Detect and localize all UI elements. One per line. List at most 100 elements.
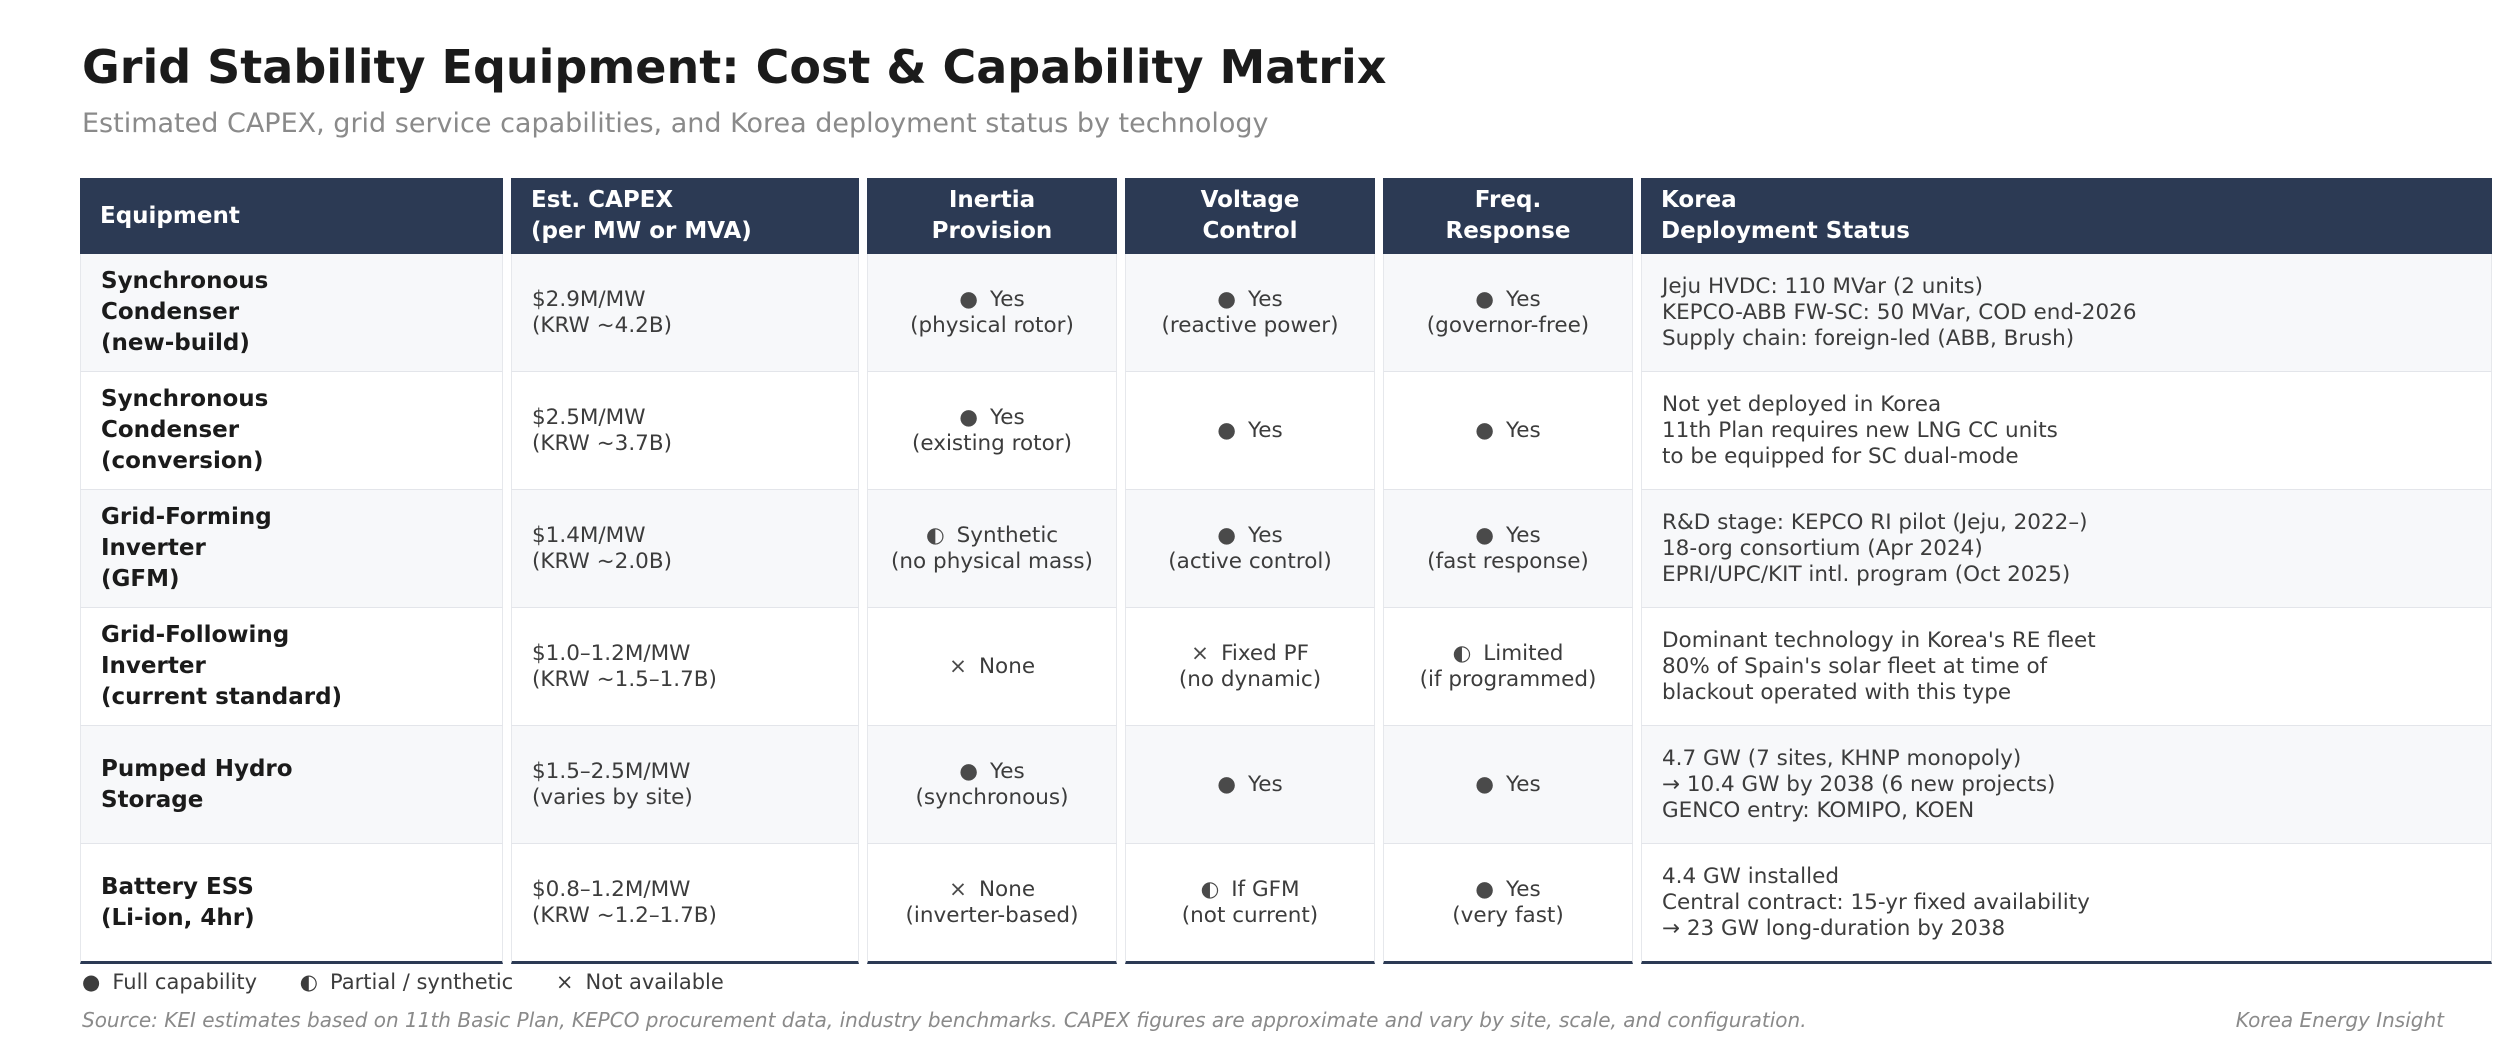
- capability-text: Yes (synchronous): [915, 758, 1069, 810]
- capex-cell: $1.5–2.5M/MW (varies by site): [511, 726, 859, 844]
- capability-text: Yes (existing rotor): [912, 404, 1072, 456]
- capability-text: Yes (fast response): [1427, 522, 1589, 574]
- inertia-cell: ◐ Synthetic (no physical mass): [867, 490, 1117, 608]
- equipment-cell: Grid-Following Inverter (current standar…: [80, 608, 503, 726]
- cross-icon: ×: [948, 653, 967, 679]
- full-circle-icon: ●: [1475, 522, 1495, 548]
- korea-status-cell: R&D stage: KEPCO RI pilot (Jeju, 2022–) …: [1641, 490, 2492, 608]
- capability-text: Limited (if programmed): [1419, 640, 1597, 692]
- legend-label: Not available: [585, 970, 724, 994]
- capability-text: Yes: [1506, 417, 1541, 443]
- voltage-cell: ◐ If GFM (not current): [1125, 844, 1375, 964]
- table-row: Grid-Following Inverter (current standar…: [80, 608, 2492, 726]
- table-row: Grid-Forming Inverter (GFM) $1.4M/MW (KRW…: [80, 490, 2492, 608]
- header-capex: Est. CAPEX (per MW or MVA): [511, 178, 859, 254]
- freq-cell: ● Yes: [1383, 372, 1633, 490]
- capex-cell: $1.0–1.2M/MW (KRW ~1.5–1.7B): [511, 608, 859, 726]
- full-circle-icon: ●: [1217, 286, 1237, 312]
- capability-text: Fixed PF (no dynamic): [1178, 640, 1322, 692]
- korea-status-cell: 4.7 GW (7 sites, KHNP monopoly) → 10.4 G…: [1641, 726, 2492, 844]
- freq-cell: ● Yes: [1383, 726, 1633, 844]
- capability-text: Yes (active control): [1168, 522, 1332, 574]
- equipment-cell: Synchronous Condenser (new-build): [80, 254, 503, 372]
- half-circle-icon: ◐: [925, 522, 945, 548]
- header-korea: Korea Deployment Status: [1641, 178, 2492, 254]
- table-row: Synchronous Condenser (conversion) $2.5M/…: [80, 372, 2492, 490]
- korea-status-cell: Jeju HVDC: 110 MVar (2 units) KEPCO-ABB …: [1641, 254, 2492, 372]
- voltage-cell: ● Yes (reactive power): [1125, 254, 1375, 372]
- equipment-cell: Synchronous Condenser (conversion): [80, 372, 503, 490]
- korea-status-cell: Dominant technology in Korea's RE fleet …: [1641, 608, 2492, 726]
- freq-cell: ● Yes (very fast): [1383, 844, 1633, 964]
- full-circle-icon: ●: [1475, 876, 1495, 902]
- header-equipment: Equipment: [80, 178, 503, 254]
- page-subtitle: Estimated CAPEX, grid service capabiliti…: [82, 108, 1269, 139]
- voltage-cell: ● Yes: [1125, 372, 1375, 490]
- capex-cell: $1.4M/MW (KRW ~2.0B): [511, 490, 859, 608]
- full-circle-icon: ●: [82, 970, 101, 994]
- page-title: Grid Stability Equipment: Cost & Capabil…: [82, 40, 1387, 94]
- full-circle-icon: ●: [1475, 286, 1495, 312]
- inertia-cell: ● Yes (physical rotor): [867, 254, 1117, 372]
- header-freq: Freq. Response: [1383, 178, 1633, 254]
- capability-text: If GFM (not current): [1181, 876, 1319, 928]
- table-row: Synchronous Condenser (new-build) $2.9M/M…: [80, 254, 2492, 372]
- equipment-cell: Battery ESS (Li-ion, 4hr): [80, 844, 503, 964]
- capability-text: Yes: [1248, 417, 1283, 443]
- capability-text: Yes (very fast): [1452, 876, 1564, 928]
- full-circle-icon: ●: [1217, 522, 1237, 548]
- capability-text: None (inverter-based): [905, 876, 1079, 928]
- voltage-cell: ● Yes: [1125, 726, 1375, 844]
- half-circle-icon: ◐: [299, 970, 319, 994]
- legend-label: Partial / synthetic: [330, 970, 514, 994]
- header-voltage: Voltage Control: [1125, 178, 1375, 254]
- table-header-row: Equipment Est. CAPEX (per MW or MVA) Ine…: [80, 178, 2492, 254]
- capability-text: Yes (governor-free): [1426, 286, 1590, 338]
- capability-matrix-table: Equipment Est. CAPEX (per MW or MVA) Ine…: [72, 178, 2500, 964]
- full-circle-icon: ●: [959, 404, 979, 430]
- legend-item-full: ● Full capability: [82, 970, 257, 994]
- cross-icon: ×: [948, 876, 967, 902]
- header-inertia: Inertia Provision: [867, 178, 1117, 254]
- inertia-cell: ● Yes (existing rotor): [867, 372, 1117, 490]
- inertia-cell: × None: [867, 608, 1117, 726]
- legend-item-partial: ◐ Partial / synthetic: [300, 970, 514, 994]
- capability-text: Yes (reactive power): [1161, 286, 1339, 338]
- source-note: Source: KEI estimates based on 11th Basi…: [82, 1008, 1807, 1032]
- korea-status-cell: 4.4 GW installed Central contract: 15-yr…: [1641, 844, 2492, 964]
- voltage-cell: × Fixed PF (no dynamic): [1125, 608, 1375, 726]
- capability-text: Yes (physical rotor): [910, 286, 1074, 338]
- half-circle-icon: ◐: [1200, 876, 1220, 902]
- full-circle-icon: ●: [959, 286, 979, 312]
- full-circle-icon: ●: [1217, 417, 1237, 443]
- table-row: Pumped Hydro Storage $1.5–2.5M/MW (varies…: [80, 726, 2492, 844]
- legend-label: Full capability: [112, 970, 258, 994]
- capex-cell: $2.5M/MW (KRW ~3.7B): [511, 372, 859, 490]
- table-body: Synchronous Condenser (new-build) $2.9M/M…: [80, 254, 2492, 964]
- capex-cell: $2.9M/MW (KRW ~4.2B): [511, 254, 859, 372]
- full-circle-icon: ●: [959, 758, 979, 784]
- table-row: Battery ESS (Li-ion, 4hr) $0.8–1.2M/MW (K…: [80, 844, 2492, 964]
- inertia-cell: ● Yes (synchronous): [867, 726, 1117, 844]
- inertia-cell: × None (inverter-based): [867, 844, 1117, 964]
- capability-text: Yes: [1248, 771, 1283, 797]
- korea-status-cell: Not yet deployed in Korea 11th Plan requ…: [1641, 372, 2492, 490]
- capability-text: Yes: [1506, 771, 1541, 797]
- freq-cell: ● Yes (governor-free): [1383, 254, 1633, 372]
- capex-cell: $0.8–1.2M/MW (KRW ~1.2–1.7B): [511, 844, 859, 964]
- full-circle-icon: ●: [1475, 417, 1495, 443]
- voltage-cell: ● Yes (active control): [1125, 490, 1375, 608]
- legend-item-none: × Not available: [556, 970, 724, 994]
- freq-cell: ● Yes (fast response): [1383, 490, 1633, 608]
- cross-icon: ×: [555, 970, 574, 994]
- half-circle-icon: ◐: [1452, 640, 1472, 666]
- brand-credit: Korea Energy Insight: [2235, 1008, 2444, 1032]
- equipment-cell: Grid-Forming Inverter (GFM): [80, 490, 503, 608]
- freq-cell: ◐ Limited (if programmed): [1383, 608, 1633, 726]
- full-circle-icon: ●: [1217, 771, 1237, 797]
- legend: ● Full capability ◐ Partial / synthetic × N…: [82, 970, 760, 994]
- cross-icon: ×: [1191, 640, 1210, 666]
- full-circle-icon: ●: [1475, 771, 1495, 797]
- capability-text: None: [978, 653, 1036, 679]
- capability-text: Synthetic (no physical mass): [891, 522, 1093, 574]
